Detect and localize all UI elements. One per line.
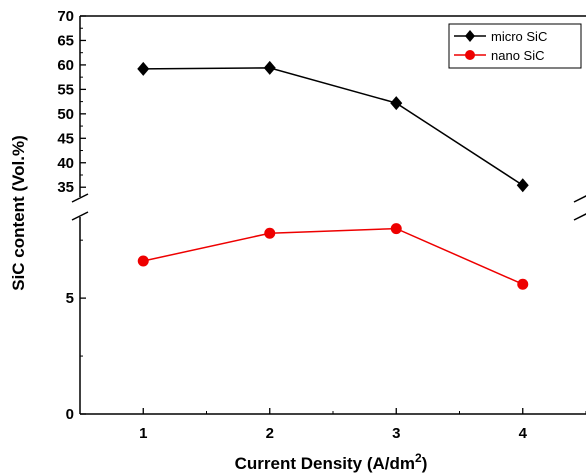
axis-break-left [71, 193, 89, 221]
y-axis-title: SiC content (Vol.%) [9, 135, 28, 291]
y-tick-label-upper: 55 [57, 81, 74, 98]
data-point [516, 178, 529, 193]
legend: micro SiC nano SiC [448, 23, 582, 69]
series-micro-sic [137, 60, 529, 193]
axes-frame [71, 15, 586, 415]
y-tick-label-lower: 0 [66, 406, 74, 423]
ticks: 35 40 45 50 55 60 65 70 0 5 1 2 3 4 [57, 8, 586, 442]
x-axis-title-superscript: 2 [415, 451, 422, 465]
data-point [390, 223, 402, 235]
y-tick-label-upper: 45 [57, 130, 74, 147]
y-tick-label-upper: 50 [57, 106, 74, 123]
x-tick-label: 1 [139, 425, 147, 442]
data-point [517, 278, 529, 290]
series-line [143, 67, 524, 186]
legend-label: nano SiC [491, 48, 544, 63]
legend-label: micro SiC [491, 29, 547, 44]
data-point [263, 60, 276, 75]
x-axis-title: Current Density (A/dm2) [235, 451, 428, 473]
series-nano-sic [137, 223, 529, 290]
y-tick-label-upper: 70 [57, 8, 74, 25]
y-tick-label-lower: 5 [66, 290, 74, 307]
data-point [264, 227, 276, 239]
x-tick-label: 2 [266, 425, 274, 442]
data-point [390, 96, 403, 111]
x-axis-title-suffix: ) [422, 454, 428, 473]
series-layer [137, 60, 529, 290]
x-axis-title-text: Current Density (A/dm [235, 454, 415, 473]
data-point [137, 61, 150, 76]
y-tick-label-upper: 60 [57, 57, 74, 74]
y-tick-label-upper: 35 [57, 179, 74, 196]
y-tick-label-upper: 65 [57, 32, 74, 49]
series-line [143, 227, 524, 285]
x-tick-label: 4 [519, 425, 528, 442]
y-tick-label-upper: 40 [57, 155, 74, 172]
legend-item: nano SiC [454, 48, 544, 63]
axis-break-right [573, 195, 586, 221]
x-tick-label: 3 [392, 425, 400, 442]
data-point [137, 255, 149, 267]
legend-item: micro SiC [454, 29, 547, 44]
